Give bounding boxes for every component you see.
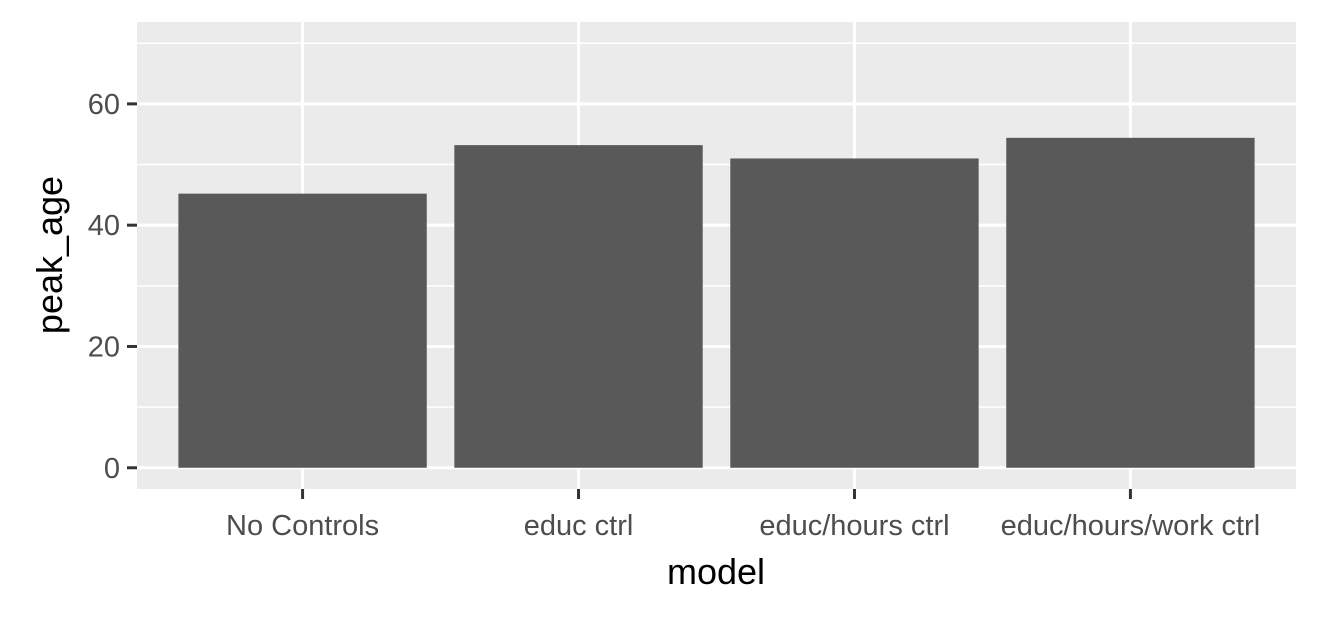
bars [178,137,1255,468]
bar [1006,137,1255,468]
x-tick-label: educ/hours ctrl [759,510,949,542]
y-tick-label: 20 [88,331,120,363]
bar [178,193,427,468]
x-tick-label: educ/hours/work ctrl [1001,510,1261,542]
y-tick-label: 0 [104,453,120,485]
y-tick-label: 60 [88,89,120,121]
y-tick-label: 40 [88,210,120,242]
bar [730,158,979,468]
x-tick-label: No Controls [226,510,379,542]
x-axis-title: model [667,551,765,592]
x-tick-label: educ ctrl [524,510,634,542]
y-axis-title: peak_age [29,176,70,334]
bar [454,145,703,468]
y-axis: 0 20 40 60 [88,89,137,485]
x-axis: No Controls educ ctrl educ/hours ctrl educ/… [226,489,1260,542]
